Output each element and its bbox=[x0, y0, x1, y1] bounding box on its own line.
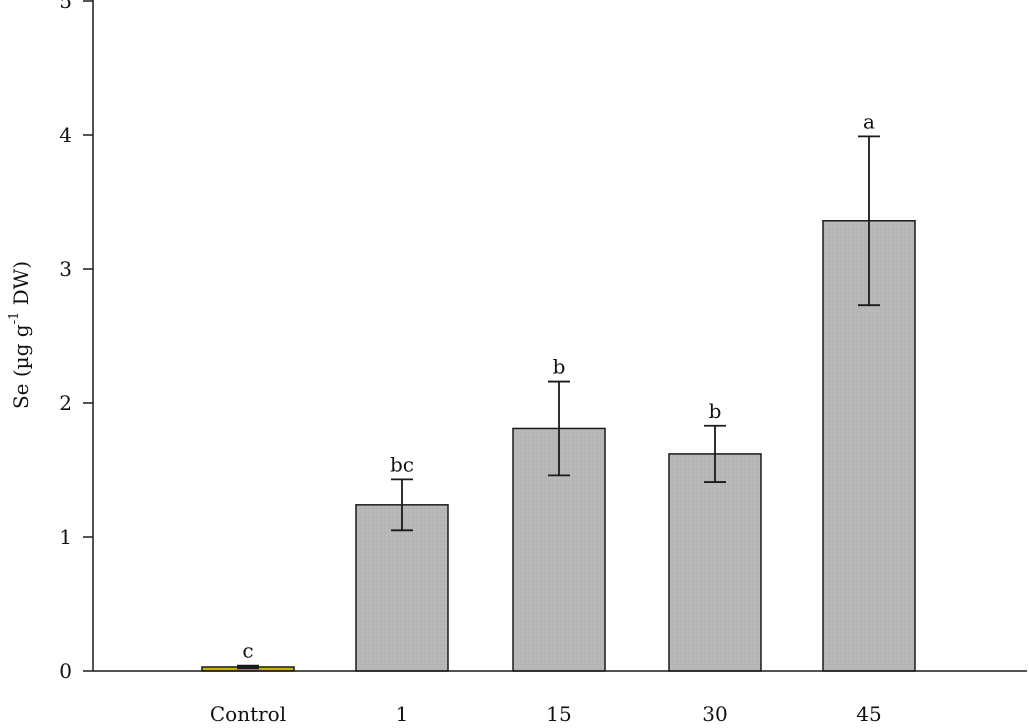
y-tick-label-4: 4 bbox=[59, 123, 72, 147]
bar-30 bbox=[668, 453, 762, 672]
x-tick-label-30: 30 bbox=[702, 702, 727, 726]
error-bar-control bbox=[237, 664, 259, 670]
significance-label-15: b bbox=[553, 355, 566, 379]
error-bars-layer bbox=[237, 135, 880, 670]
significance-label-control: c bbox=[242, 639, 253, 663]
error-bar-30 bbox=[704, 424, 726, 483]
error-bar-15 bbox=[548, 380, 570, 477]
y-axis-title-main: Se (µg g bbox=[9, 324, 33, 409]
significance-label-1: bc bbox=[390, 452, 414, 476]
x-tick-label-control: Control bbox=[210, 702, 286, 726]
error-bar-45 bbox=[858, 135, 880, 307]
y-tick-label-2: 2 bbox=[59, 391, 72, 415]
y-tick-label-0: 0 bbox=[59, 659, 72, 683]
error-bar-1 bbox=[391, 478, 413, 532]
significance-label-30: b bbox=[709, 399, 722, 423]
significance-label-45: a bbox=[863, 109, 875, 133]
x-tick-label-15: 15 bbox=[546, 702, 571, 726]
y-tick-label-3: 3 bbox=[59, 257, 72, 281]
y-tick-label-5: 5 bbox=[59, 0, 72, 13]
x-tick-label-45: 45 bbox=[856, 702, 881, 726]
y-tick-label-1: 1 bbox=[59, 525, 72, 549]
y-ticks: 0 1 2 3 4 5 bbox=[59, 0, 93, 683]
x-tick-labels: Control 1 15 30 45 bbox=[210, 702, 882, 726]
bars-layer bbox=[201, 220, 916, 672]
x-tick-label-1: 1 bbox=[396, 702, 409, 726]
y-axis-title-superscript: -1 bbox=[7, 312, 22, 325]
y-axis-title: Se (µg g-1 DW) bbox=[7, 261, 33, 409]
significance-labels: c bc b b a bbox=[242, 109, 875, 662]
y-axis-title-suffix: DW) bbox=[9, 261, 33, 312]
bar-1 bbox=[355, 504, 449, 672]
